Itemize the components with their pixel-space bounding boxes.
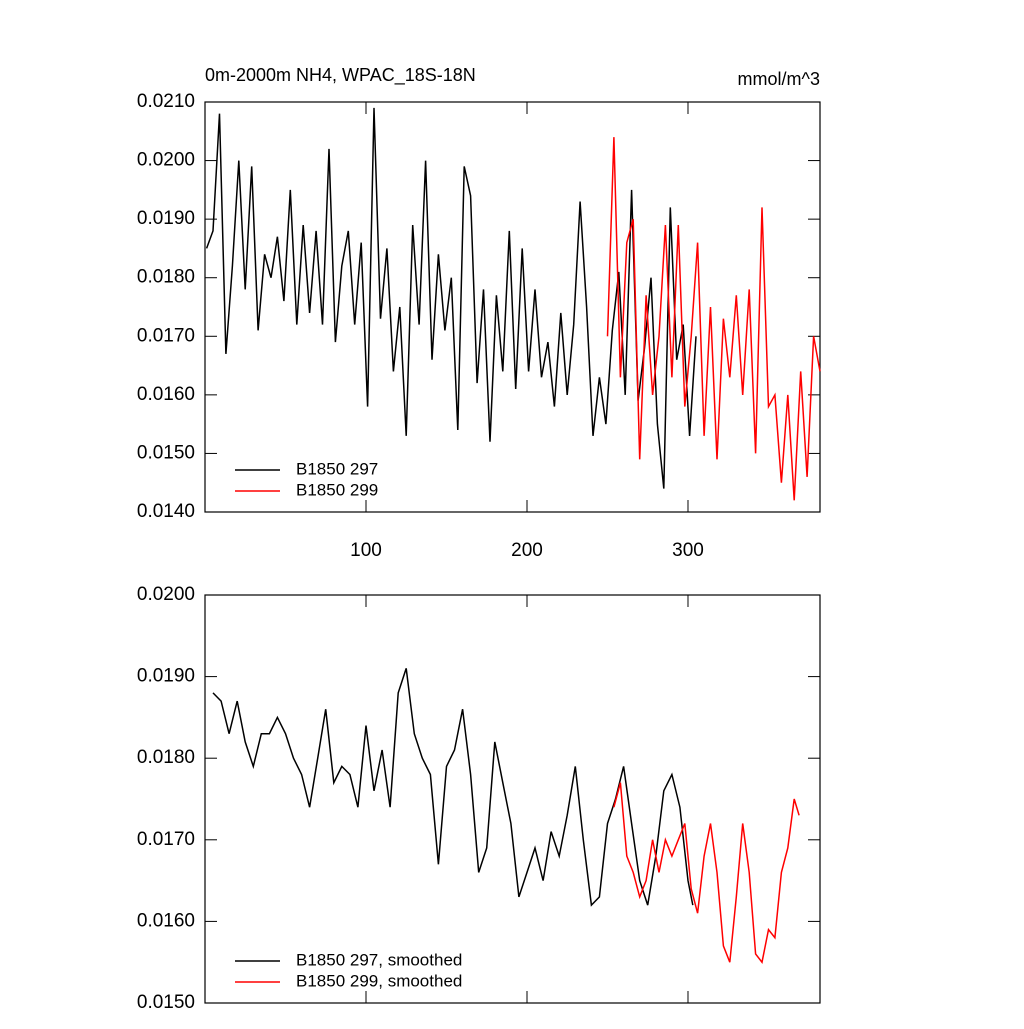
y-tick-label: 0.0200 [137,584,195,605]
x-tick-label: 200 [511,540,543,561]
plot-frame [204,594,821,1004]
y-tick-label: 0.0180 [137,747,195,768]
plot-frame [204,101,821,513]
x-tick-label: 100 [350,540,382,561]
y-tick-label: 0.0180 [137,267,195,288]
y-tick-label: 0.0170 [137,325,195,346]
y-tick-label: 0.0140 [137,501,195,522]
y-tick-label: 0.0160 [137,910,195,931]
y-tick-label: 0.0190 [137,666,195,687]
legend-label: B1850 299 [296,480,378,499]
y-tick-label: 0.0190 [137,208,195,229]
legend-label: B1850 299, smoothed [296,971,462,990]
legend-label: B1850 297 [296,459,378,478]
x-tick-label: 300 [672,540,704,561]
series-line [606,137,821,501]
y-tick-label: 0.0210 [137,91,195,112]
y-tick-label: 0.0200 [137,150,195,171]
units-label: mmol/m^3 [738,69,820,89]
series-line [205,107,697,489]
y-tick-label: 0.0150 [137,442,195,463]
chart-title: 0m-2000m NH4, WPAC_18S-18N [205,65,476,86]
y-tick-label: 0.0170 [137,829,195,850]
y-tick-label: 0.0160 [137,384,195,405]
y-tick-label: 0.0150 [137,992,195,1013]
series-line [613,782,800,964]
legend-label: B1850 297, smoothed [296,950,462,969]
